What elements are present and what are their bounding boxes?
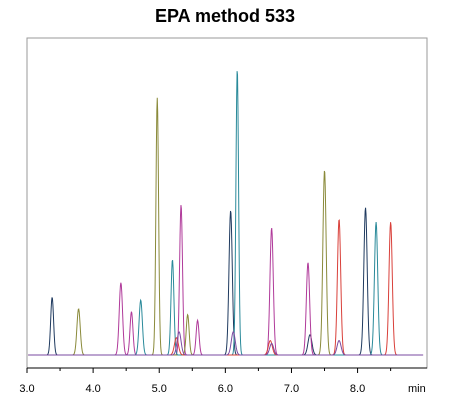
- x-tick-label: 5.0: [152, 383, 167, 395]
- series-layer: [28, 71, 424, 356]
- x-tick-label: 3.0: [19, 383, 34, 395]
- series-trace-1: [28, 207, 424, 356]
- x-axis-label: min: [408, 383, 426, 395]
- chart-title: EPA method 533: [154, 6, 296, 26]
- x-tick-label: 4.0: [85, 383, 100, 395]
- x-axis-ticks: 3.0 4.0 5.0 6.0 7.0 8.0: [19, 368, 392, 395]
- series-trace-6: [28, 331, 424, 356]
- series-trace-4: [28, 71, 424, 356]
- plot-frame: [26, 37, 428, 369]
- series-trace-3: [28, 97, 424, 356]
- x-tick-label: 8.0: [350, 383, 365, 395]
- x-tick-label: 6.0: [218, 383, 233, 395]
- x-tick-label: 7.0: [284, 383, 299, 395]
